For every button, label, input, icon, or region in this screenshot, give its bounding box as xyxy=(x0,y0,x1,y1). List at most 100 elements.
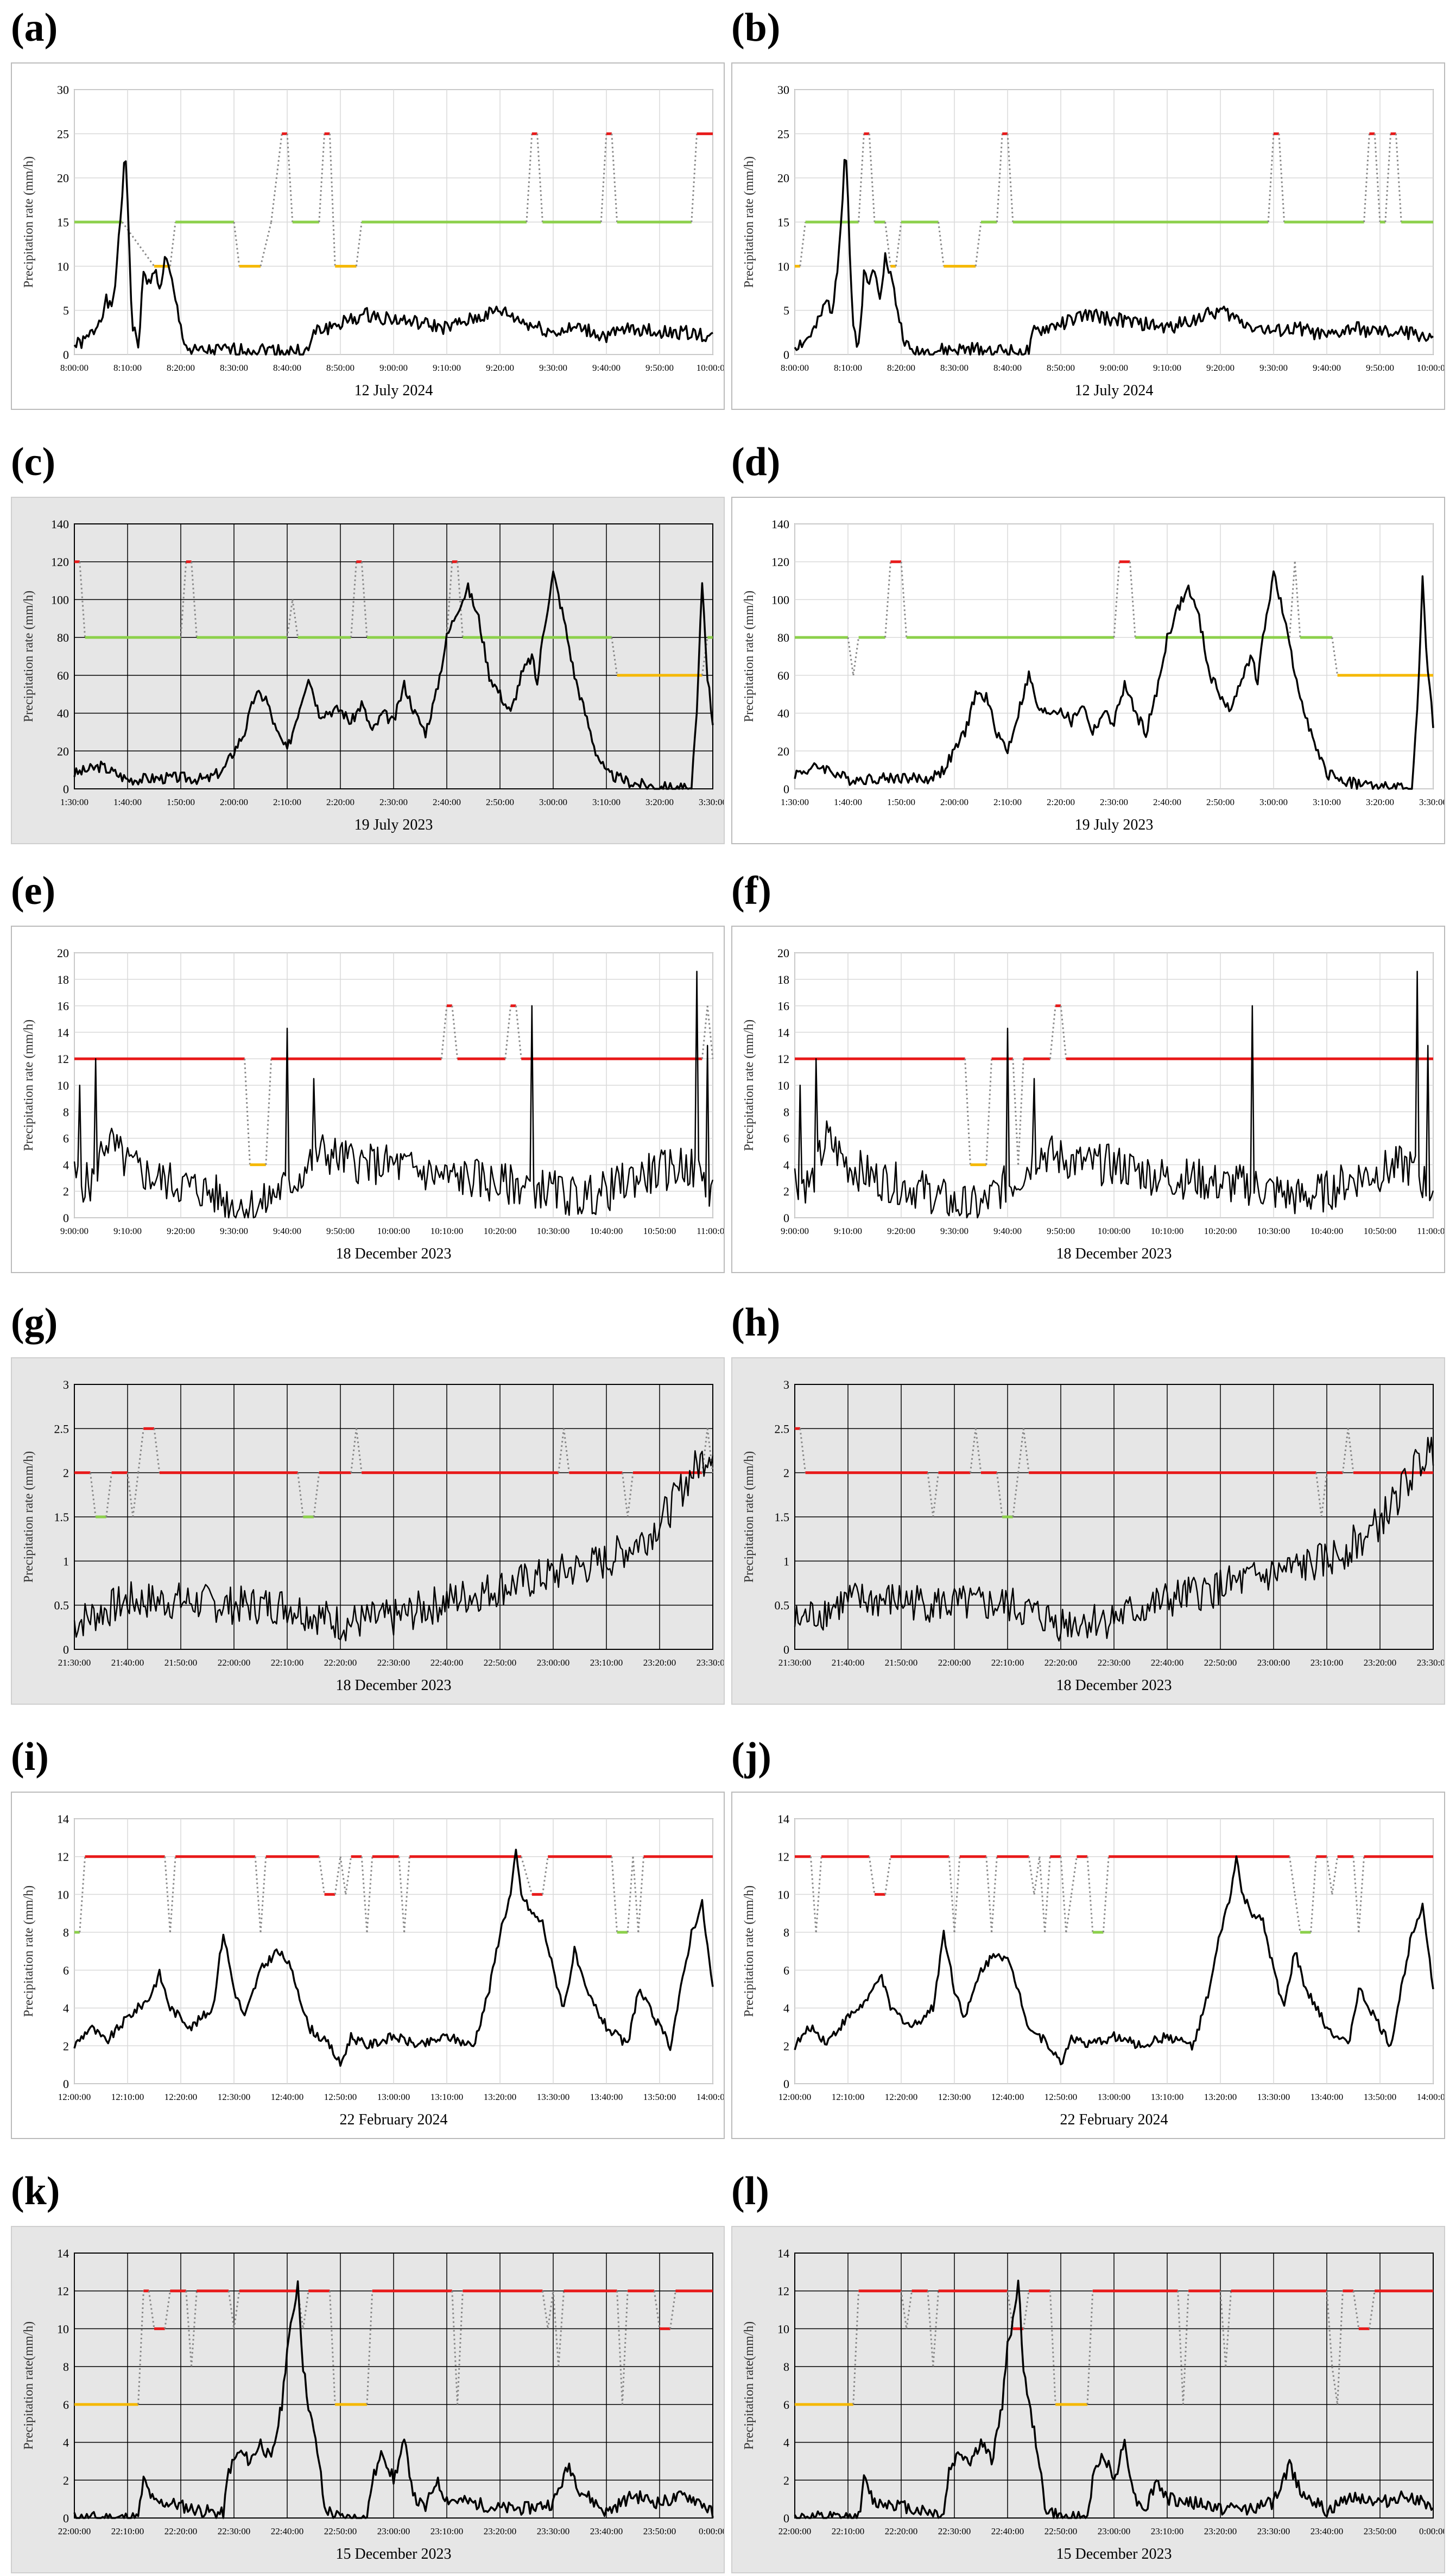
x-tick-label: 22:20:00 xyxy=(1044,1657,1077,1668)
x-tick-label: 10:10:00 xyxy=(431,1226,463,1236)
x-tick-label: 8:40:00 xyxy=(993,363,1022,373)
x-tick-label: 14:00:00 xyxy=(697,2092,724,2102)
threshold-transition xyxy=(868,134,876,223)
threshold-transition xyxy=(1395,134,1402,223)
x-tick-label: 21:40:00 xyxy=(111,1657,144,1668)
chart-frame: 0 2 4 6 8 10 12 14 16 18 20 9:00:00 9:10:00 9:20:00 9:… xyxy=(731,926,1449,1273)
x-tick-label: 2:10:00 xyxy=(273,797,301,807)
threshold-transition xyxy=(1012,1472,1020,1517)
y-tick-label: 80 xyxy=(57,631,69,644)
y-tick-label: 0.5 xyxy=(54,1599,69,1612)
y-tick-label: 4 xyxy=(783,2436,789,2450)
x-tick-label: 9:30:00 xyxy=(1259,363,1288,373)
chart-svg: 0 2 4 6 8 10 12 14 12:00:00 12:10:00 12:20:00 12:30… xyxy=(22,1812,729,2128)
threshold-transition xyxy=(847,637,854,676)
x-tick-label: 2:30:00 xyxy=(1100,797,1128,807)
date-label: 12 July 2024 xyxy=(1075,382,1154,399)
x-tick-label: 9:00:00 xyxy=(379,363,408,373)
y-axis-label: Precipitation rate(mm/h) xyxy=(22,2321,36,2450)
y-tick-label: 10 xyxy=(57,260,69,273)
y-tick-label: 140 xyxy=(771,517,789,531)
x-tick-label: 10:30:00 xyxy=(537,1226,569,1236)
x-tick-label: 23:20:00 xyxy=(1364,1657,1396,1668)
y-tick-label: 14 xyxy=(57,2247,69,2260)
x-tick-label: 23:30:00 xyxy=(697,1657,724,1668)
x-tick-label: 8:50:00 xyxy=(326,363,354,373)
x-tick-label: 9:00:00 xyxy=(1100,363,1128,373)
threshold-transition xyxy=(985,1059,993,1165)
threshold-transition xyxy=(126,1472,134,1517)
x-tick-label: 2:40:00 xyxy=(433,797,461,807)
threshold-transition xyxy=(345,1856,352,1895)
y-tick-label: 10 xyxy=(777,2322,789,2336)
x-tick-label: 8:20:00 xyxy=(887,363,915,373)
x-tick-label: 22:50:00 xyxy=(484,1657,516,1668)
x-tick-label: 10:00:00 xyxy=(1098,1226,1130,1236)
x-tick-label: 21:40:00 xyxy=(832,1657,864,1668)
chart-frame: 0 2 4 6 8 10 12 14 16 18 20 9:00:00 9:10:00 9:20:00 9:… xyxy=(11,926,729,1273)
threshold-transition xyxy=(1022,2291,1030,2329)
x-tick-label: 12:30:00 xyxy=(218,2092,250,2102)
x-tick-label: 22:40:00 xyxy=(991,2526,1024,2536)
y-tick-label: 8 xyxy=(63,2360,69,2374)
x-tick-label: 13:10:00 xyxy=(1151,2092,1183,2102)
y-tick-label: 8 xyxy=(63,1105,69,1119)
x-tick-label: 22:30:00 xyxy=(377,1657,410,1668)
x-tick-label: 22:00:00 xyxy=(218,1657,250,1668)
y-tick-label: 6 xyxy=(783,1964,789,1977)
x-tick-label: 9:20:00 xyxy=(887,1226,915,1236)
y-tick-label: 18 xyxy=(777,973,789,986)
threshold-transition xyxy=(233,222,240,267)
x-tick-label: 23:00:00 xyxy=(1098,2526,1130,2536)
y-tick-label: 5 xyxy=(783,304,789,318)
y-tick-label: 6 xyxy=(63,1964,69,1977)
threshold-transition xyxy=(89,1472,97,1517)
x-tick-label: 23:20:00 xyxy=(484,2526,516,2536)
date-label: 22 February 2024 xyxy=(1060,2111,1168,2128)
y-tick-label: 3 xyxy=(63,1378,69,1391)
panel-label: (f) xyxy=(731,869,771,913)
date-label: 19 July 2023 xyxy=(1075,817,1154,833)
y-tick-label: 0 xyxy=(783,782,789,796)
x-tick-label: 10:20:00 xyxy=(484,1226,516,1236)
x-tick-label: 12:30:00 xyxy=(938,2092,971,2102)
threshold-transition xyxy=(1331,1856,1339,1895)
panel-label: (a) xyxy=(11,5,58,50)
date-label: 18 December 2023 xyxy=(1056,1677,1172,1694)
chart-svg: 0 0.5 1 1.5 2 2.5 3 21:30:00 21:40:00 21:50:00 22:… xyxy=(22,1378,729,1694)
x-tick-label: 2:40:00 xyxy=(1153,797,1181,807)
x-tick-label: 13:20:00 xyxy=(1204,2092,1237,2102)
y-tick-label: 2 xyxy=(63,2473,69,2487)
threshold-transition xyxy=(799,222,807,267)
threshold-transition xyxy=(451,1005,459,1059)
y-tick-label: 10 xyxy=(777,1888,789,1901)
threshold-transition xyxy=(1017,1059,1024,1165)
precipitation-line xyxy=(794,1855,1434,2066)
y-tick-label: 4 xyxy=(783,2002,789,2015)
precipitation-line xyxy=(73,1450,714,1642)
x-tick-label: 21:30:00 xyxy=(58,1657,91,1668)
threshold-transition xyxy=(1331,2366,1339,2405)
x-tick-label: 9:20:00 xyxy=(486,363,514,373)
x-tick-label: 8:20:00 xyxy=(167,363,195,373)
threshold-transition xyxy=(318,134,326,223)
x-tick-label: 22:40:00 xyxy=(1151,1657,1183,1668)
date-label: 15 December 2023 xyxy=(335,2546,451,2563)
x-tick-label: 22:50:00 xyxy=(1044,2526,1077,2536)
threshold-transition xyxy=(1363,134,1370,223)
chart-svg: 0 5 10 15 20 25 30 8:00:00 8:10:00 8:20:00 8:30:00… xyxy=(22,83,729,399)
x-tick-label: 8:00:00 xyxy=(781,363,809,373)
y-tick-label: 25 xyxy=(57,127,69,141)
y-axis-label: Precipitation rate (mm/h) xyxy=(742,1451,756,1583)
threshold-transition xyxy=(1012,1059,1020,1165)
threshold-transition xyxy=(1384,134,1392,223)
y-tick-label: 40 xyxy=(777,707,789,720)
precipitation-line xyxy=(794,1437,1434,1642)
x-tick-label: 23:10:00 xyxy=(1311,1657,1343,1668)
x-tick-label: 22:10:00 xyxy=(111,2526,144,2536)
threshold-transition xyxy=(1267,134,1275,223)
x-tick-label: 8:10:00 xyxy=(113,363,142,373)
y-tick-label: 6 xyxy=(783,1132,789,1146)
threshold-transition xyxy=(626,1472,634,1517)
x-tick-label: 10:40:00 xyxy=(1311,1226,1343,1236)
